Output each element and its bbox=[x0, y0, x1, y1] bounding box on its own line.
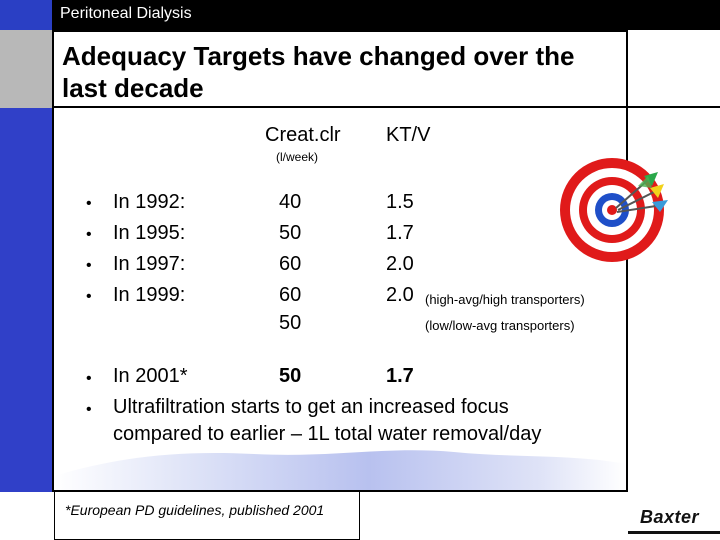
row-creat-1999-low: 50 bbox=[279, 312, 302, 334]
note-low-transporters: (low/low-avg transporters) bbox=[425, 318, 575, 333]
row-creat-2001: 50 bbox=[279, 365, 302, 387]
creat-clr-header: Creat.clr bbox=[265, 124, 341, 146]
row-label-1995: In 1995: bbox=[113, 222, 186, 244]
row-label-2001: In 2001* bbox=[113, 365, 188, 387]
baxter-logo: Baxter bbox=[640, 507, 700, 527]
bullet-dot: • bbox=[86, 370, 92, 387]
row-ktv-1992: 1.5 bbox=[386, 191, 414, 213]
bullet-dot: • bbox=[86, 226, 92, 243]
headline-line-1: Adequacy Targets have changed over the bbox=[62, 41, 575, 71]
header-title: Peritoneal Dialysis bbox=[60, 5, 192, 22]
row-ktv-1999: 2.0 bbox=[386, 284, 414, 306]
note-high-transporters: (high-avg/high transporters) bbox=[425, 292, 585, 307]
row-label-1997: In 1997: bbox=[113, 253, 186, 275]
row-creat-1992: 40 bbox=[279, 191, 302, 213]
bullet-dot: • bbox=[86, 195, 92, 212]
uf-line-1: Ultrafiltration starts to get an increas… bbox=[113, 396, 509, 418]
bullet-dot: • bbox=[86, 288, 92, 305]
row-label-1992: In 1992: bbox=[113, 191, 186, 213]
uf-line-2: compared to earlier – 1L total water rem… bbox=[113, 423, 542, 445]
creat-clr-unit: (l/week) bbox=[276, 150, 319, 164]
headline-line-2: last decade bbox=[62, 73, 204, 103]
row-creat-1995: 50 bbox=[279, 222, 302, 244]
dartboard-icon bbox=[560, 158, 668, 262]
row-label-1999: In 1999: bbox=[113, 284, 186, 306]
ktv-header: KT/V bbox=[386, 124, 431, 146]
title-divider bbox=[52, 106, 720, 108]
row-ktv-1997: 2.0 bbox=[386, 253, 414, 275]
row-creat-1999-high: 60 bbox=[279, 284, 302, 306]
row-ktv-2001: 1.7 bbox=[386, 365, 414, 387]
slide-headline: Adequacy Targets have changed over the l… bbox=[62, 40, 622, 104]
bullet-dot: • bbox=[86, 401, 92, 418]
left-gray-block bbox=[0, 30, 52, 108]
top-bar-accent bbox=[0, 0, 52, 30]
row-creat-1997: 60 bbox=[279, 253, 302, 275]
logo-underline bbox=[628, 531, 720, 534]
left-blue-band bbox=[0, 108, 52, 492]
top-bar: Peritoneal Dialysis bbox=[0, 0, 720, 30]
decorative-wave bbox=[54, 450, 626, 490]
bullet-dot: • bbox=[86, 257, 92, 274]
row-ktv-1995: 1.7 bbox=[386, 222, 414, 244]
footnote-text: *European PD guidelines, published 2001 bbox=[65, 502, 325, 518]
footnote-box: *European PD guidelines, published 2001 bbox=[54, 492, 360, 540]
